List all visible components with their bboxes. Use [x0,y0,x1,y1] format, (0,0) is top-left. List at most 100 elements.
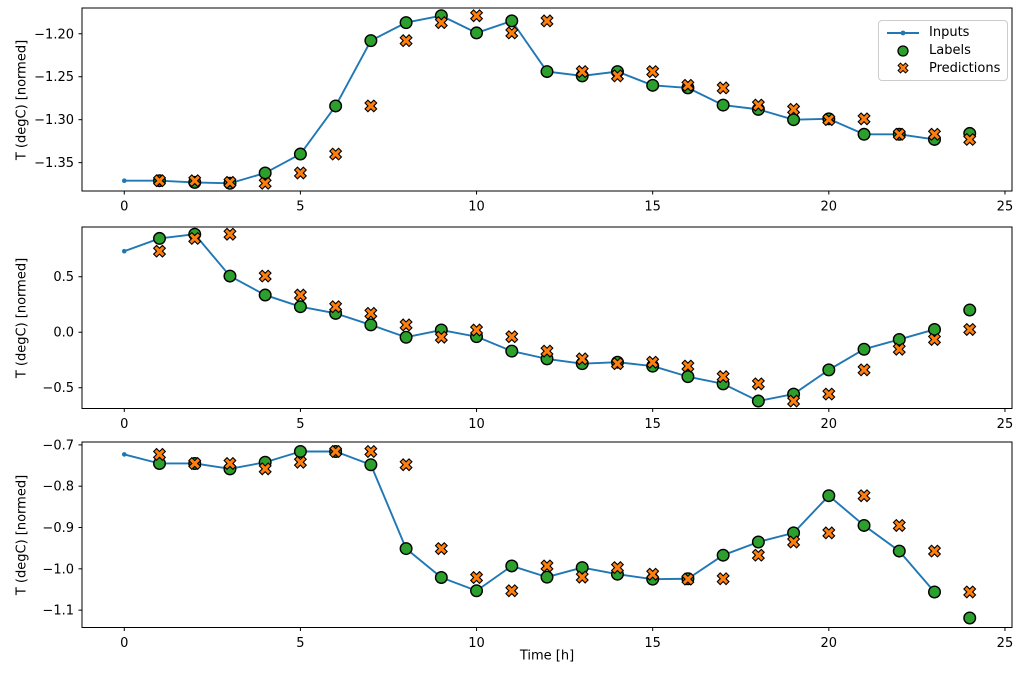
prediction-marker [646,64,660,79]
y-tick-label: −1.30 [34,113,74,128]
label-marker [787,113,801,127]
prediction-marker [223,227,237,241]
prediction-marker [329,444,343,459]
prediction-marker [469,9,484,23]
prediction-marker [540,559,554,573]
prediction-marker [364,444,378,459]
y-axis-label-subplot-2: T (degC) [normed] [14,257,30,378]
label-marker [540,570,554,584]
label-marker [505,559,519,573]
label-marker [575,561,589,575]
prediction-marker [540,344,554,358]
label-marker [152,231,166,245]
legend: Inputs Labels Predictions [878,20,1008,81]
label-marker [540,65,554,79]
legend-item-label: Labels [929,43,971,58]
label-marker [329,99,343,113]
prediction-marker [963,585,977,599]
x-tick-label: 20 [821,636,838,651]
prediction-marker [152,447,167,462]
label-marker [646,78,660,92]
prediction-marker [575,352,589,366]
prediction-marker [822,526,836,540]
prediction-marker [505,26,519,40]
prediction-marker [681,78,695,92]
prediction-marker [857,112,871,126]
prediction-marker [646,355,660,369]
prediction-marker [293,288,308,302]
y-tick-label: −1.1 [42,604,74,619]
prediction-marker [293,455,308,469]
prediction-marker [786,535,801,549]
label-marker [963,611,977,625]
label-marker [928,585,942,599]
x-tick-label: 10 [468,200,485,215]
prediction-marker [575,570,589,584]
x-tick-label: 10 [468,636,485,651]
prediction-marker [258,462,272,476]
y-tick-label: −1.20 [34,27,74,42]
inputs-line [123,233,936,403]
subplot-1: 0 5 10 15 20 25 −1.20 −1.25 −1.30 −1.35 [34,7,1013,215]
prediction-marker [258,176,272,190]
legend-circle-sample [897,44,909,57]
prediction-marker [434,15,448,30]
prediction-marker [505,330,519,344]
axes-frame [81,441,1013,628]
prediction-marker [364,306,378,320]
prediction-marker [152,244,167,258]
label-marker [399,330,413,344]
label-marker [822,489,836,503]
prediction-marker [716,81,730,95]
x-tick-label: 25 [997,417,1014,432]
prediction-marker [857,489,871,503]
y-tick-label: −1.35 [34,156,74,171]
label-marker [681,370,695,384]
label-marker [258,166,272,180]
label-marker [364,318,378,332]
prediction-marker [927,127,942,141]
prediction-marker [188,456,202,471]
legend-item-label: Inputs [929,25,970,41]
prediction-marker [822,387,836,401]
prediction-marker [751,377,765,391]
x-tick-label: 0 [120,417,128,432]
prediction-marker [927,332,942,347]
prediction-marker [751,98,765,112]
prediction-marker [364,99,378,113]
prediction-marker [293,166,308,180]
x-tick-label: 15 [644,417,661,432]
y-axis-label-subplot-1: T (degC) [normed] [14,39,30,160]
y-tick-label: −0.8 [42,480,74,495]
label-marker [857,342,871,356]
label-marker [857,518,871,532]
prediction-marker [223,456,237,471]
prediction-marker [963,322,977,337]
axes-frame [81,226,1013,409]
prediction-marker [927,544,942,558]
prediction-marker [434,541,448,556]
label-marker [434,571,448,585]
prediction-marker [857,363,871,377]
label-marker [470,584,484,598]
y-tick-label: 0.5 [53,270,74,285]
x-tick-label: 0 [120,636,128,651]
prediction-marker [610,560,625,575]
label-marker [857,127,871,141]
prediction-marker [399,34,413,48]
prediction-marker [610,69,625,83]
prediction-marker [575,64,589,79]
label-marker [364,34,378,48]
prediction-marker [892,518,906,533]
y-tick-label: −1.25 [34,70,74,85]
legend-dot-sample [900,30,906,36]
inputs-point [121,248,127,254]
prediction-marker [822,113,836,127]
prediction-marker [329,147,343,161]
subplot-2: 0 5 10 15 20 25 0.5 0.0 −0.5 [42,226,1014,432]
label-marker [470,26,484,40]
label-marker [822,363,836,377]
prediction-marker [188,231,202,246]
prediction-marker [716,370,730,384]
